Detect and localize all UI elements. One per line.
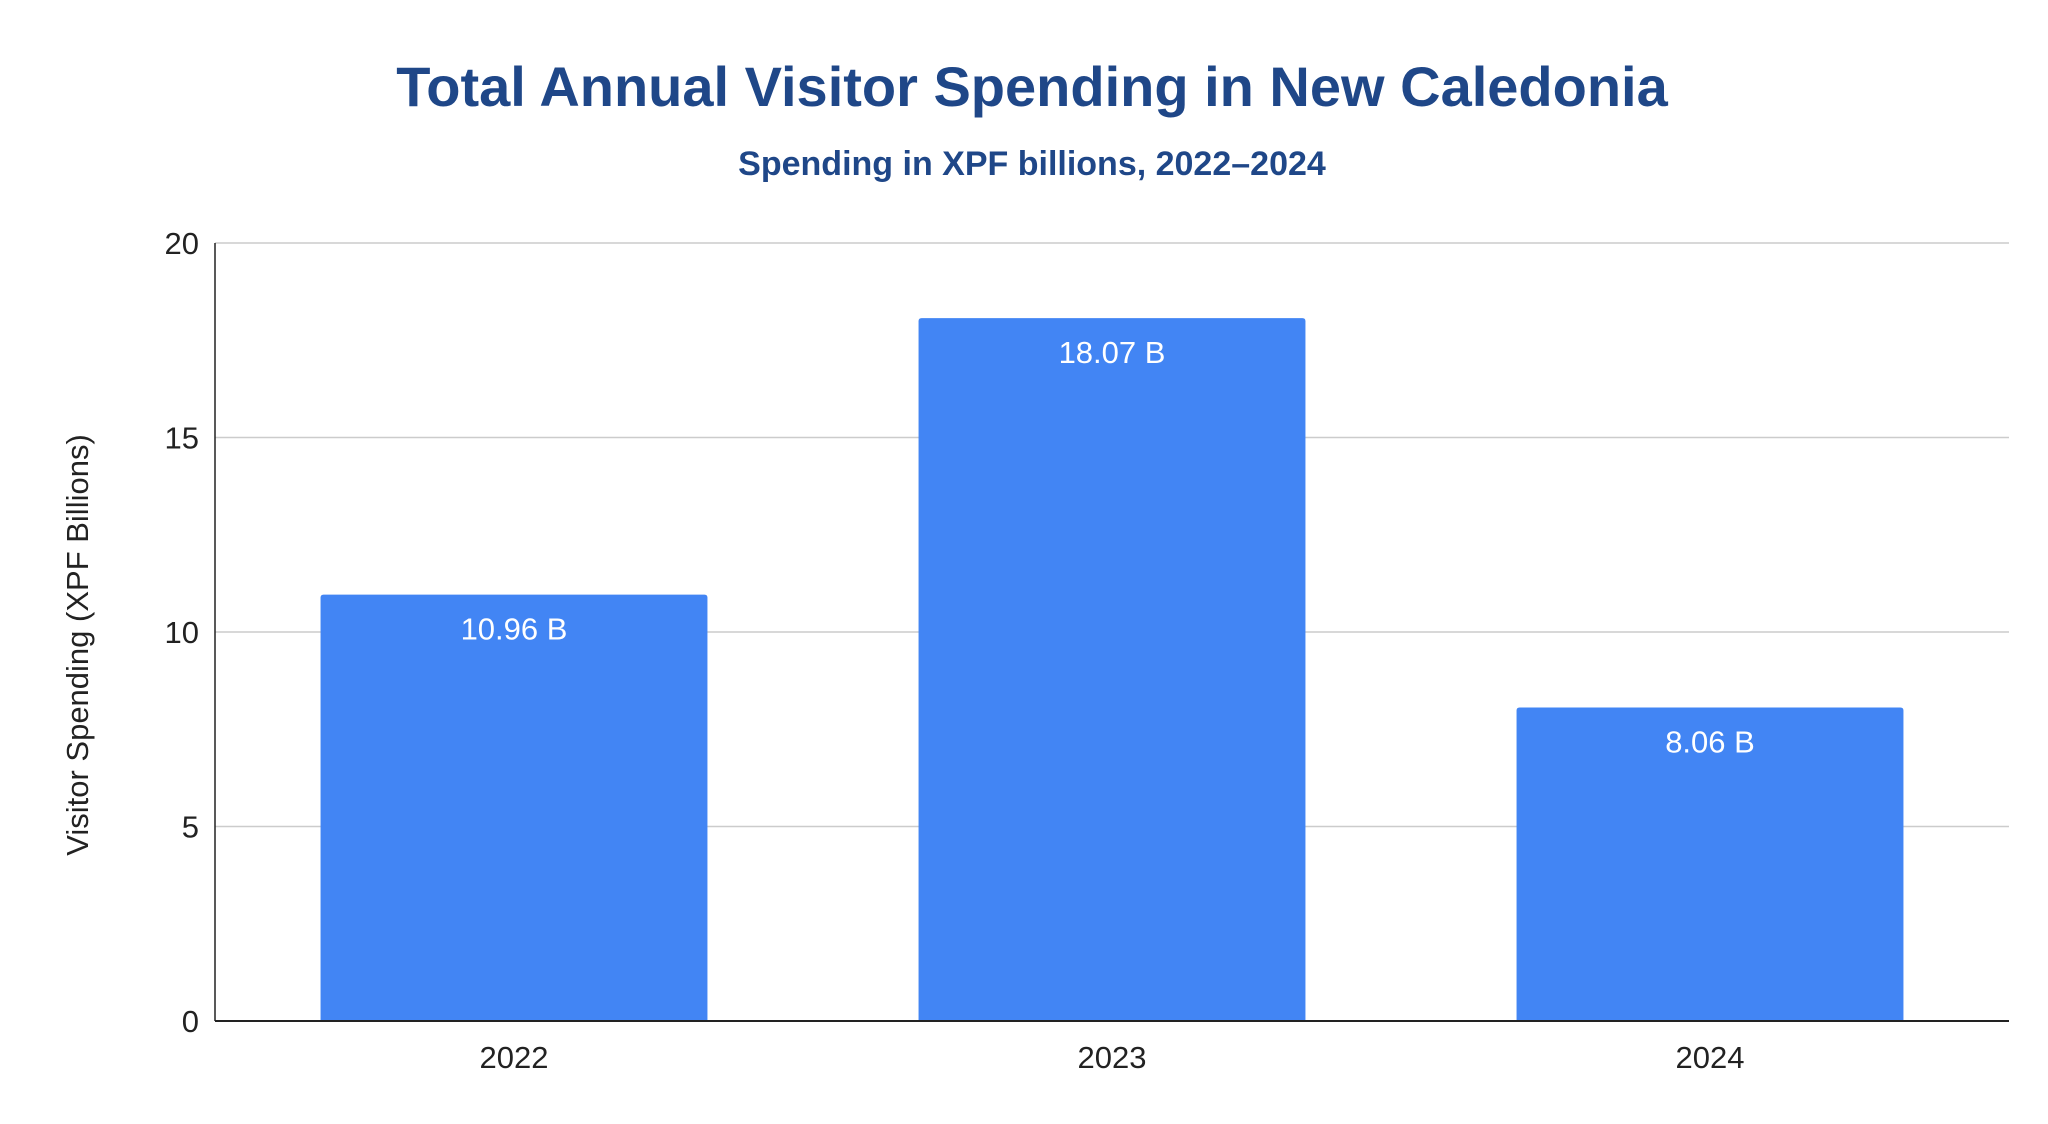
y-tick-label: 5 <box>182 810 199 845</box>
y-tick-label: 0 <box>182 1004 199 1039</box>
chart-title: Total Annual Visitor Spending in New Cal… <box>396 55 1668 118</box>
data-label: 10.96 B <box>461 612 568 647</box>
data-label: 18.07 B <box>1059 335 1166 370</box>
labels: 0 5 10 15 20 10.96 B 2022 18.07 B 2023 8.06 B 2024 <box>165 226 1755 1075</box>
y-axis-title: Visitor Spending (XPF Billions) <box>60 434 95 856</box>
axes <box>214 243 2009 1022</box>
bars <box>320 318 1904 1021</box>
chart-subtitle: Spending in XPF billions, 2022–2024 <box>738 145 1326 183</box>
bar-2024 <box>1516 707 1904 1021</box>
y-tick-label: 20 <box>165 226 199 261</box>
bar-2022 <box>320 594 708 1021</box>
x-tick-label: 2022 <box>480 1040 549 1075</box>
y-tick-label: 15 <box>165 421 199 456</box>
x-tick-label: 2024 <box>1676 1040 1745 1075</box>
data-label: 8.06 B <box>1665 724 1755 759</box>
y-tick-label: 10 <box>165 615 199 650</box>
x-tick-label: 2023 <box>1078 1040 1147 1075</box>
bar-2023 <box>918 318 1306 1021</box>
